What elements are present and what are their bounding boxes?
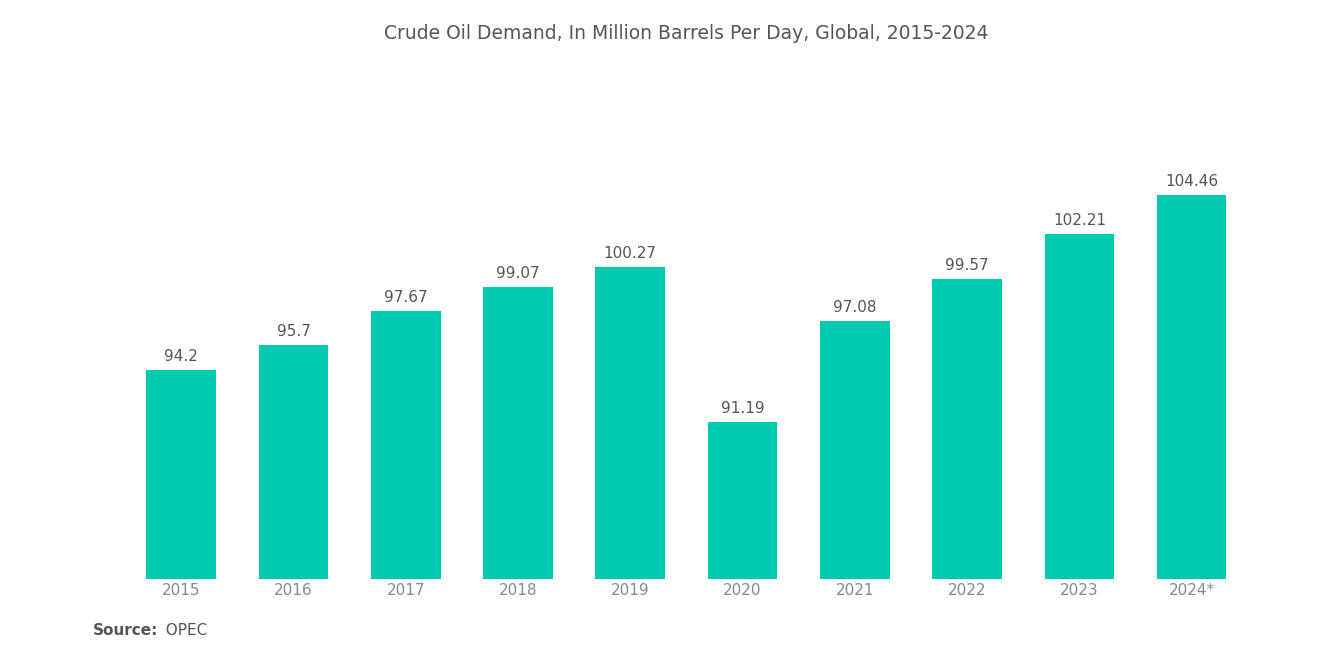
Bar (1156, 196, 1226, 579)
Text: 99.07: 99.07 (496, 266, 540, 281)
Bar (371, 311, 441, 579)
Text: 97.08: 97.08 (833, 300, 876, 315)
Bar (595, 267, 665, 579)
Bar (1044, 233, 1114, 579)
Bar (708, 422, 777, 579)
Text: 91.19: 91.19 (721, 401, 764, 416)
Bar (932, 279, 1002, 579)
Bar (483, 287, 553, 579)
Text: 97.67: 97.67 (384, 290, 428, 305)
Text: 102.21: 102.21 (1053, 213, 1106, 227)
Text: 95.7: 95.7 (276, 324, 310, 338)
Text: 104.46: 104.46 (1166, 174, 1218, 190)
Text: 99.57: 99.57 (945, 257, 989, 273)
Text: 94.2: 94.2 (164, 349, 198, 364)
Bar (259, 344, 329, 579)
Text: 100.27: 100.27 (603, 246, 657, 261)
Bar (820, 321, 890, 579)
Title: Crude Oil Demand, In Million Barrels Per Day, Global, 2015-2024: Crude Oil Demand, In Million Barrels Per… (384, 24, 989, 43)
Bar (147, 370, 216, 579)
Text: OPEC: OPEC (156, 623, 207, 638)
Text: Source:: Source: (92, 623, 158, 638)
